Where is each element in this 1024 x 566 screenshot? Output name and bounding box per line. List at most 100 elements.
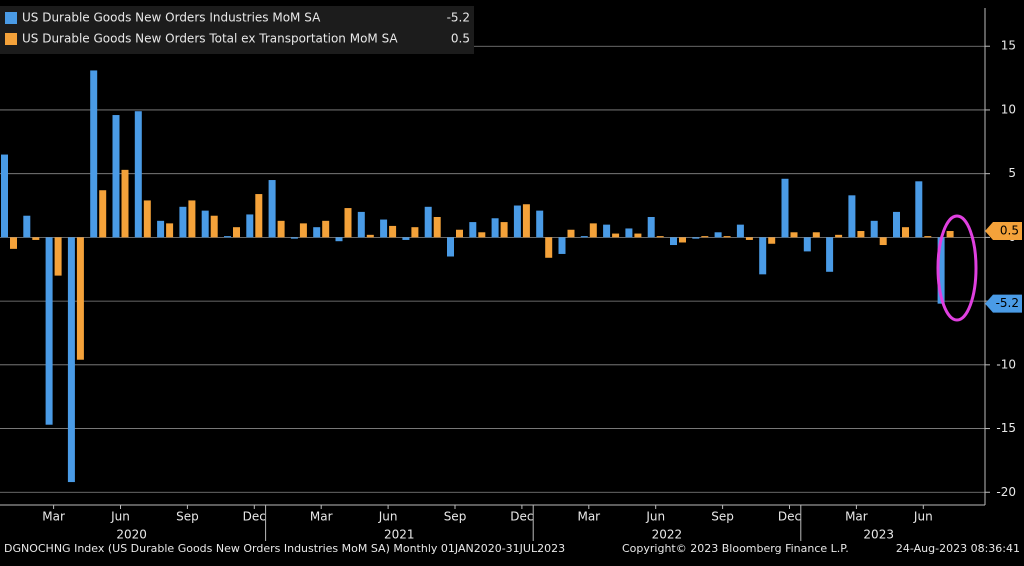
bar xyxy=(625,228,633,238)
bar xyxy=(567,229,575,238)
bar xyxy=(612,233,620,238)
bar xyxy=(433,216,441,238)
bar xyxy=(647,216,655,238)
bar xyxy=(500,222,508,238)
x-tick-label: Dec xyxy=(243,510,266,524)
legend: US Durable Goods New Orders Industries M… xyxy=(0,6,474,54)
bar xyxy=(10,237,17,249)
bar xyxy=(67,237,75,483)
year-label: 2021 xyxy=(384,528,415,542)
plot-area: 151050-5-10-15-20MarJunSepDecMarJunSepDe… xyxy=(0,8,1022,542)
bar xyxy=(366,234,374,238)
bar xyxy=(723,236,731,238)
year-label: 2022 xyxy=(652,528,683,542)
y-tick-label: -15 xyxy=(996,421,1016,435)
x-tick-label: Mar xyxy=(577,510,600,524)
value-tag-label: -5.2 xyxy=(996,296,1019,310)
bar xyxy=(848,195,856,238)
bar xyxy=(447,237,454,257)
bar xyxy=(893,211,900,238)
x-tick-label: Jun xyxy=(378,510,398,524)
x-tick-label: Jun xyxy=(110,510,130,524)
bar xyxy=(812,232,820,238)
x-tick-label: Jun xyxy=(913,510,933,524)
bar xyxy=(491,218,499,238)
bar xyxy=(656,236,664,238)
bar xyxy=(915,181,923,238)
bar xyxy=(411,227,419,238)
legend-swatch xyxy=(5,33,17,45)
value-tag-label: 0.5 xyxy=(1000,224,1019,238)
bar xyxy=(255,194,263,238)
bar xyxy=(670,237,677,246)
bar xyxy=(679,237,686,243)
bar xyxy=(322,220,330,238)
highlight-ellipse xyxy=(936,214,978,322)
bar xyxy=(580,236,588,238)
bar xyxy=(692,237,700,239)
bar xyxy=(134,111,142,238)
bar xyxy=(380,219,388,238)
bar xyxy=(179,206,187,238)
bar xyxy=(946,231,954,238)
bar xyxy=(736,224,744,238)
bar xyxy=(902,227,909,238)
bar xyxy=(233,227,240,238)
bar xyxy=(224,236,231,238)
y-tick-label: 5 xyxy=(1008,166,1016,180)
bar xyxy=(701,236,709,238)
legend-label: US Durable Goods New Orders Industries M… xyxy=(22,11,321,25)
bar xyxy=(166,223,174,238)
bar xyxy=(456,229,463,238)
bar xyxy=(143,200,151,238)
bar xyxy=(157,220,165,238)
x-tick-label: Mar xyxy=(310,510,333,524)
bar xyxy=(924,236,932,238)
bar xyxy=(277,220,285,238)
bar xyxy=(803,237,811,252)
bar xyxy=(344,208,352,238)
bar xyxy=(389,225,397,238)
bar xyxy=(112,115,120,238)
x-tick-label: Dec xyxy=(510,510,533,524)
bar xyxy=(335,237,343,242)
bar xyxy=(879,237,887,246)
bar xyxy=(714,232,722,238)
legend-box xyxy=(0,6,474,54)
footer-copyright: Copyright© 2023 Bloomberg Finance L.P. xyxy=(622,542,849,555)
bar xyxy=(469,222,477,238)
x-tick-label: Dec xyxy=(778,510,801,524)
bar xyxy=(246,214,254,238)
year-label: 2023 xyxy=(863,528,894,542)
x-tick-label: Mar xyxy=(845,510,868,524)
bar xyxy=(99,190,107,238)
bar xyxy=(201,210,209,238)
bar xyxy=(589,223,597,238)
bar xyxy=(768,237,776,244)
bar xyxy=(268,180,276,238)
bar xyxy=(121,169,129,238)
bar xyxy=(937,237,945,304)
bar xyxy=(23,215,31,238)
bar xyxy=(299,223,307,238)
bar xyxy=(76,237,84,360)
y-tick-label: -20 xyxy=(996,485,1016,499)
bar xyxy=(424,206,432,238)
bar xyxy=(781,178,789,238)
legend-swatch xyxy=(5,12,17,24)
legend-value: -5.2 xyxy=(447,11,470,25)
value-tag xyxy=(985,222,1022,241)
bar xyxy=(835,234,843,238)
x-tick-label: Sep xyxy=(711,510,734,524)
bar xyxy=(634,233,642,238)
bar xyxy=(826,237,834,272)
bar xyxy=(1,154,8,238)
x-tick-label: Mar xyxy=(42,510,65,524)
bar xyxy=(90,70,98,238)
bar xyxy=(745,237,753,240)
x-tick-label: Sep xyxy=(176,510,199,524)
footer-timestamp: 24-Aug-2023 08:36:41 xyxy=(896,542,1020,555)
